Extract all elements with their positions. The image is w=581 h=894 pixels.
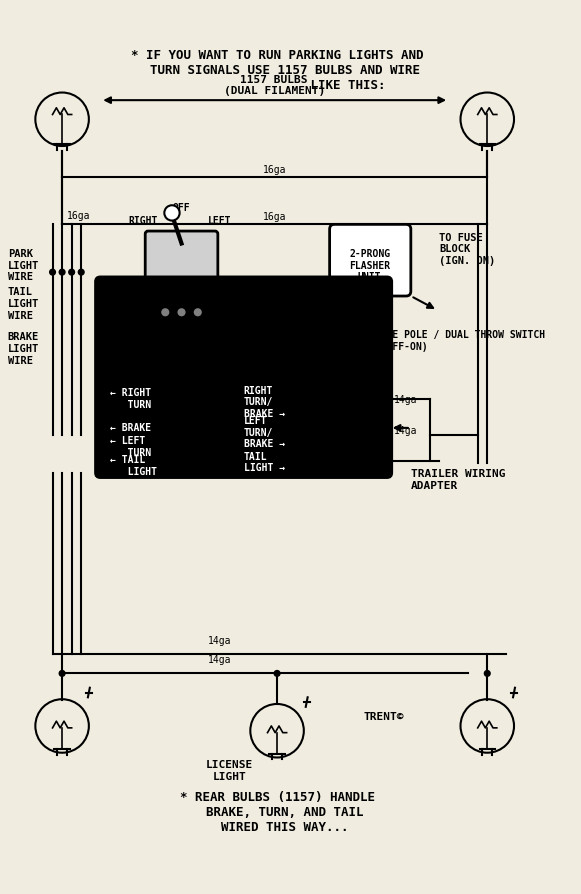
FancyBboxPatch shape xyxy=(95,278,392,478)
Text: 14ga: 14ga xyxy=(313,334,336,344)
Text: TRENT©: TRENT© xyxy=(363,712,404,721)
Text: ON-OFF-ON: ON-OFF-ON xyxy=(155,301,208,311)
Text: TO FUSE
BLOCK
(IGN. ON): TO FUSE BLOCK (IGN. ON) xyxy=(439,232,496,266)
Text: 16ga: 16ga xyxy=(263,164,286,174)
Circle shape xyxy=(59,670,65,677)
Circle shape xyxy=(164,206,180,222)
Text: LEFT: LEFT xyxy=(208,215,231,225)
Text: * IF YOU WANT TO RUN PARKING LIGHTS AND
  TURN SIGNALS USE 1157 BULBS AND WIRE
 : * IF YOU WANT TO RUN PARKING LIGHTS AND … xyxy=(131,48,424,91)
Text: ← TAIL
   LIGHT: ← TAIL LIGHT xyxy=(110,455,157,477)
Text: RIGHT
TURN/
BRAKE →: RIGHT TURN/ BRAKE → xyxy=(243,385,285,418)
Circle shape xyxy=(193,308,203,317)
Text: LEFT
TURN/
BRAKE →: LEFT TURN/ BRAKE → xyxy=(243,416,285,449)
Text: 14ga: 14ga xyxy=(394,395,417,405)
Text: 14ga: 14ga xyxy=(208,635,231,645)
Text: ← BRAKE: ← BRAKE xyxy=(110,423,151,433)
Text: TAIL
LIGHT
WIRE: TAIL LIGHT WIRE xyxy=(8,287,39,320)
Text: TRAILER WIRING
ADAPTER: TRAILER WIRING ADAPTER xyxy=(411,468,505,490)
Circle shape xyxy=(78,270,84,275)
Text: TAIL
LIGHT →: TAIL LIGHT → xyxy=(243,451,285,473)
Text: RIGHT: RIGHT xyxy=(128,215,158,225)
Text: 14ga: 14ga xyxy=(208,654,231,664)
Text: PARK
LIGHT
WIRE: PARK LIGHT WIRE xyxy=(8,249,39,283)
Text: 2-PRONG
FLASHER
UNIT: 2-PRONG FLASHER UNIT xyxy=(349,249,390,283)
Text: * REAR BULBS (1157) HANDLE
  BRAKE, TURN, AND TAIL
  WIRED THIS WAY...: * REAR BULBS (1157) HANDLE BRAKE, TURN, … xyxy=(180,790,375,833)
Text: SINGLE POLE / DUAL THROW SWITCH
(ON-OFF-ON): SINGLE POLE / DUAL THROW SWITCH (ON-OFF-… xyxy=(363,330,545,351)
Circle shape xyxy=(274,670,280,677)
FancyBboxPatch shape xyxy=(329,225,411,297)
Circle shape xyxy=(69,270,74,275)
FancyBboxPatch shape xyxy=(145,232,218,324)
Text: 14ga: 14ga xyxy=(294,277,317,287)
Circle shape xyxy=(50,270,55,275)
Text: LICENSE
LIGHT: LICENSE LIGHT xyxy=(206,760,253,781)
Circle shape xyxy=(177,308,187,317)
Text: 14ga: 14ga xyxy=(394,426,417,435)
Text: 1157 BULBS
(DUAL FILAMENT): 1157 BULBS (DUAL FILAMENT) xyxy=(224,75,325,97)
Text: BRAKE
LIGHT
WIRE: BRAKE LIGHT WIRE xyxy=(8,332,39,365)
Text: ← RIGHT
   TURN: ← RIGHT TURN xyxy=(110,388,151,409)
Text: OFF: OFF xyxy=(173,203,191,213)
Circle shape xyxy=(485,670,490,677)
Text: 16ga: 16ga xyxy=(67,211,91,221)
Text: 16ga: 16ga xyxy=(263,212,286,223)
Text: ← LEFT
   TURN: ← LEFT TURN xyxy=(110,435,151,458)
Circle shape xyxy=(160,308,170,317)
Circle shape xyxy=(59,270,65,275)
